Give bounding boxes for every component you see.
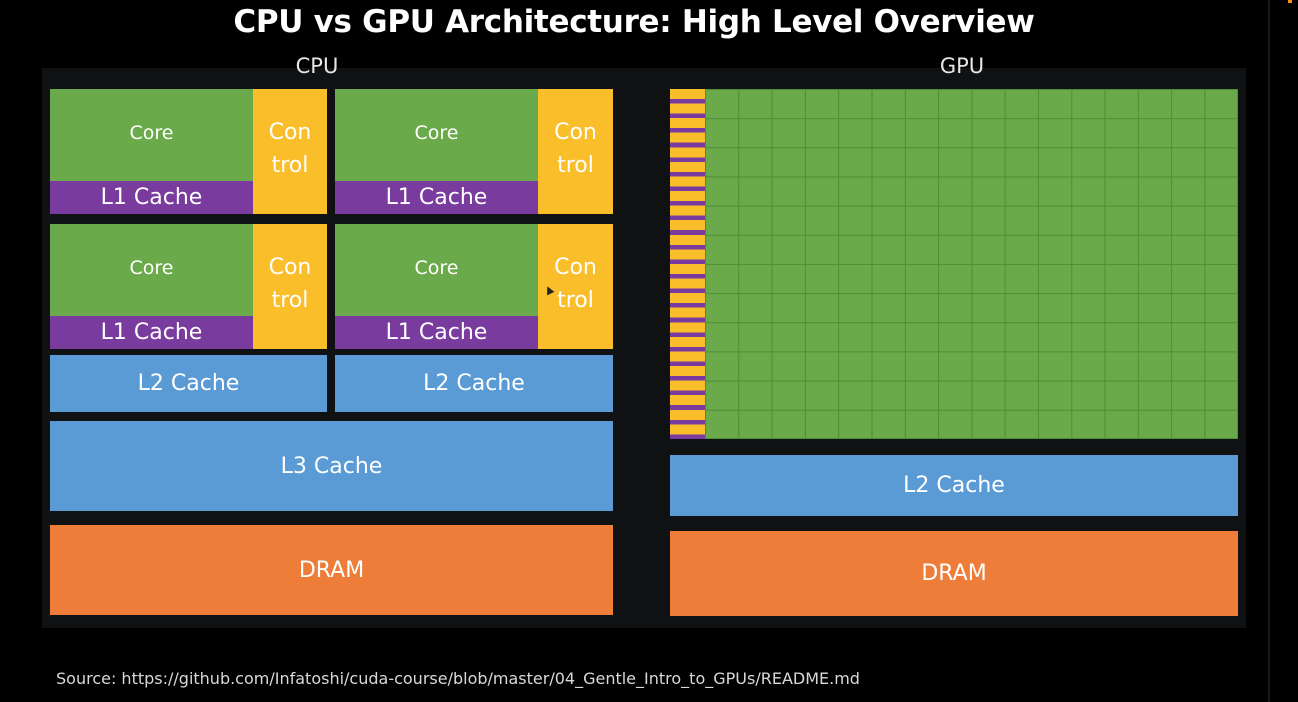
cpu-l1-cache-2: L1 Cache — [335, 181, 538, 214]
cpu-l3-cache: L3 Cache — [50, 421, 613, 511]
cpu-core-4: Core — [335, 224, 538, 316]
control-text-bottom: trol — [557, 152, 594, 178]
control-text-top: Con — [554, 254, 597, 280]
corner-marker — [1288, 0, 1292, 3]
cpu-l2-cache-right: L2 Cache — [335, 355, 613, 412]
cpu-core-2: Core — [335, 89, 538, 181]
control-text-bottom: trol — [271, 287, 309, 313]
cpu-control-4: Con trol — [538, 224, 613, 349]
control-text-top: Con — [554, 119, 597, 145]
cpu-l1-cache-1: L1 Cache — [50, 181, 253, 214]
cpu-control-1: Con trol — [253, 89, 327, 214]
cpu-dram: DRAM — [50, 525, 613, 615]
gpu-dram: DRAM — [670, 531, 1238, 616]
control-text-top: Con — [268, 119, 312, 145]
control-text-bottom: trol — [271, 152, 309, 178]
gpu-core-grid — [705, 89, 1238, 439]
cpu-core-3: Core — [50, 224, 253, 316]
gpu-l2-cache: L2 Cache — [670, 455, 1238, 516]
gpu-control-cache-strip — [670, 89, 705, 439]
slide-title: CPU vs GPU Architecture: High Level Over… — [233, 4, 1035, 40]
source-citation: Source: https://github.com/Infatoshi/cud… — [56, 669, 860, 688]
control-text-bottom: trol — [557, 287, 594, 313]
cpu-l2-cache-left: L2 Cache — [50, 355, 327, 412]
cpu-core-1: Core — [50, 89, 253, 181]
gpu-label: GPU — [939, 54, 985, 78]
cpu-control-3: Con trol — [253, 224, 327, 349]
control-text-top: Con — [268, 254, 312, 280]
cpu-control-2: Con trol — [538, 89, 613, 214]
cpu-l1-cache-4: L1 Cache — [335, 316, 538, 349]
right-edge-divider — [1268, 0, 1270, 702]
cpu-l1-cache-3: L1 Cache — [50, 316, 253, 349]
cpu-label: CPU — [295, 54, 339, 78]
